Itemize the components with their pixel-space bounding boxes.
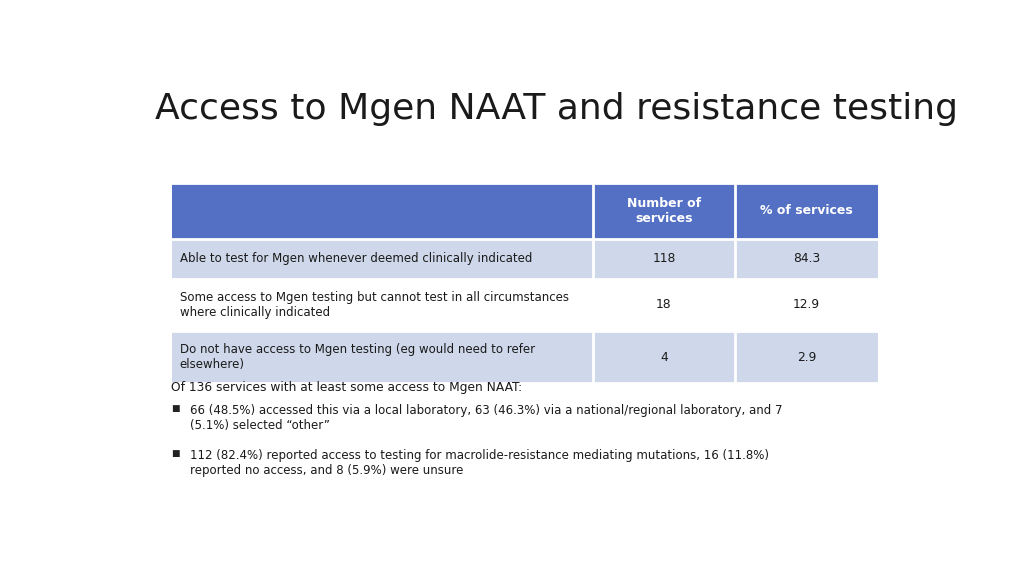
Text: Access to Mgen NAAT and resistance testing: Access to Mgen NAAT and resistance testi… bbox=[155, 92, 958, 126]
FancyBboxPatch shape bbox=[172, 183, 878, 238]
Text: Of 136 services with at least some access to Mgen NAAT:: Of 136 services with at least some acces… bbox=[171, 381, 522, 394]
FancyBboxPatch shape bbox=[172, 279, 878, 331]
Text: 18: 18 bbox=[656, 298, 672, 311]
Text: 112 (82.4%) reported access to testing for macrolide-resistance mediating mutati: 112 (82.4%) reported access to testing f… bbox=[190, 449, 769, 477]
Text: ■: ■ bbox=[171, 449, 179, 458]
FancyBboxPatch shape bbox=[172, 238, 878, 279]
Text: % of services: % of services bbox=[760, 204, 853, 217]
Text: ■: ■ bbox=[171, 404, 179, 413]
Text: 12.9: 12.9 bbox=[793, 298, 820, 311]
Text: Do not have access to Mgen testing (eg would need to refer
elsewhere): Do not have access to Mgen testing (eg w… bbox=[179, 343, 535, 371]
Text: 84.3: 84.3 bbox=[793, 252, 820, 265]
Text: Able to test for Mgen whenever deemed clinically indicated: Able to test for Mgen whenever deemed cl… bbox=[179, 252, 531, 265]
Text: 66 (48.5%) accessed this via a local laboratory, 63 (46.3%) via a national/regio: 66 (48.5%) accessed this via a local lab… bbox=[190, 404, 783, 432]
Text: 118: 118 bbox=[652, 252, 676, 265]
Text: Number of
services: Number of services bbox=[627, 197, 700, 225]
Text: 4: 4 bbox=[660, 351, 668, 363]
FancyBboxPatch shape bbox=[172, 331, 878, 383]
Text: Some access to Mgen testing but cannot test in all circumstances
where clinicall: Some access to Mgen testing but cannot t… bbox=[179, 291, 568, 319]
Text: 2.9: 2.9 bbox=[797, 351, 816, 363]
